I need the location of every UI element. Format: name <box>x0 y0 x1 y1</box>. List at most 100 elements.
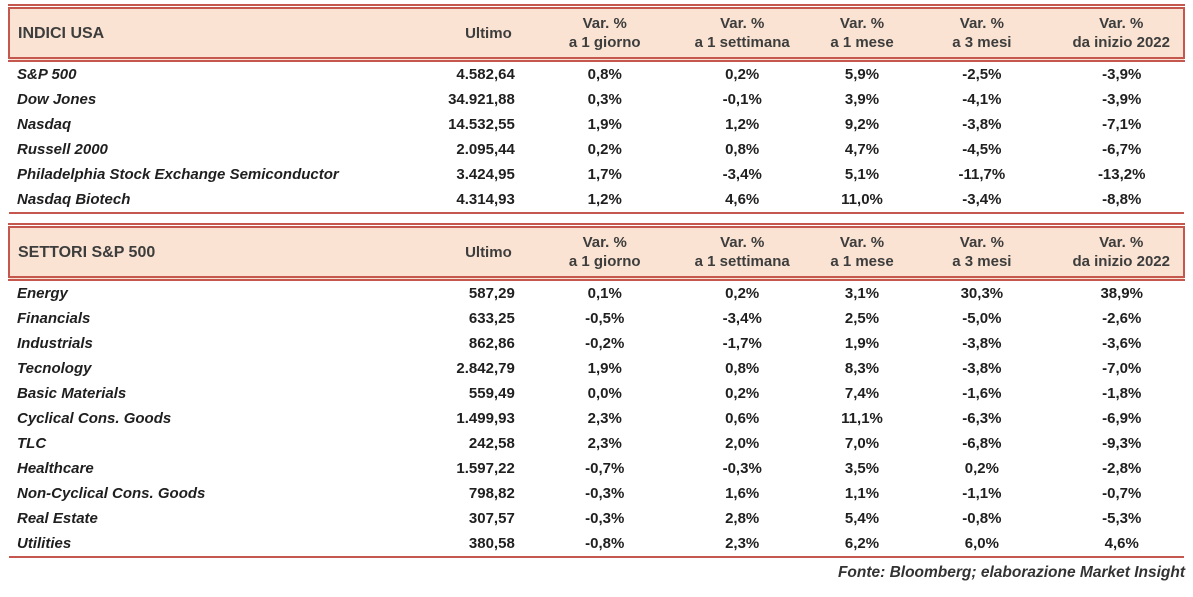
row-label: Non-Cyclical Cons. Goods <box>17 485 206 502</box>
last-value: 862,86 <box>468 335 515 352</box>
pct-value: -0,3% <box>722 460 762 477</box>
row-label: Dow Jones <box>17 91 97 108</box>
pct-value: -0,7% <box>1102 485 1142 502</box>
table-row: Energy 587,29 0,1% 0,2% 3,1% 30,3% 38,9% <box>9 279 1184 307</box>
pct-value: 5,1% <box>844 166 880 183</box>
period-label: a 1 mese <box>830 34 894 51</box>
last-value: 380,58 <box>432 531 545 558</box>
var-label: Var. % <box>1099 15 1144 32</box>
pct-value: 0,8% <box>725 141 760 158</box>
pct-value: 3,1% <box>844 285 880 302</box>
pct-value: -13,2% <box>1097 166 1146 183</box>
pct-value: -1,8% <box>1102 385 1142 402</box>
table-row: S&P 500 4.582,64 0,8% 0,2% 5,9% -2,5% -3,9% <box>9 60 1184 88</box>
col-header-var-inizio-2022: Var. % da inizio 2022 <box>1059 223 1185 281</box>
period-label: a 1 settimana <box>694 253 790 270</box>
pct-value: 0,8% <box>725 360 760 377</box>
pct-value: 7,4% <box>844 385 880 402</box>
pct-value: 9,2% <box>844 116 880 133</box>
pct-value: -0,1% <box>722 91 762 108</box>
table-row: Utilities 380,58 -0,8% 2,3% 6,2% 6,0% 4,6% <box>9 531 1184 558</box>
pct-value: 3,9% <box>844 91 880 108</box>
pct-value: 1,6% <box>725 485 760 502</box>
source-note: Fonte: Bloomberg; elaborazione Market In… <box>837 564 1185 581</box>
pct-value: 11,1% <box>841 410 883 427</box>
table-row: Real Estate 307,57 -0,3% 2,8% 5,4% -0,8% -5,3% <box>9 506 1184 531</box>
last-value: 1.597,22 <box>456 460 515 477</box>
pct-value: 30,3% <box>960 285 1004 302</box>
last-value: 307,57 <box>468 510 515 527</box>
pct-value: 3,5% <box>844 460 880 477</box>
row-label: S&P 500 <box>17 66 77 83</box>
row-label: Philadelphia Stock Exchange Semiconducto… <box>17 166 339 183</box>
var-label: Var. % <box>720 15 765 32</box>
settori-sp500-title: SETTORI S&P 500 <box>8 223 432 281</box>
last-value: 4.314,93 <box>432 187 545 214</box>
table-row: Cyclical Cons. Goods 1.499,93 2,3% 0,6% 11,1… <box>9 406 1184 431</box>
pct-value: -3,4% <box>722 310 762 327</box>
row-label: Financials <box>17 310 91 327</box>
pct-value: -8,8% <box>1059 187 1184 214</box>
table-row: Financials 633,25 -0,5% -3,4% 2,5% -5,0% -2,6% <box>9 306 1184 331</box>
pct-value: -6,9% <box>1102 410 1142 427</box>
period-label: a 1 settimana <box>694 34 790 51</box>
pct-value: 0,6% <box>725 410 760 427</box>
pct-value: 2,3% <box>587 435 622 452</box>
pct-value: 4,6% <box>664 187 820 214</box>
pct-value: -3,8% <box>962 116 1002 133</box>
row-label: Nasdaq Biotech <box>9 187 432 214</box>
pct-value: -3,6% <box>1102 335 1142 352</box>
indici-usa-table: INDICI USA Ultimo Var. % a 1 giorno Var.… <box>8 4 1185 214</box>
settori-sp500-table: SETTORI S&P 500 Ultimo Var. % a 1 giorno… <box>8 223 1185 558</box>
col-header-var-1-giorno: Var. % a 1 giorno <box>544 223 665 281</box>
last-value: 14.532,55 <box>448 116 515 133</box>
col-header-var-3-mesi: Var. % a 3 mesi <box>904 4 1060 62</box>
pct-value: -6,7% <box>1102 141 1142 158</box>
pct-value: 2,5% <box>844 310 880 327</box>
row-label: Real Estate <box>17 510 98 527</box>
pct-value: 6,2% <box>819 531 905 558</box>
col-header-var-1-giorno: Var. % a 1 giorno <box>544 4 665 62</box>
row-label: TLC <box>17 435 47 452</box>
row-label: Healthcare <box>17 460 94 477</box>
pct-value: -3,8% <box>962 360 1002 377</box>
last-value: 633,25 <box>468 310 515 327</box>
var-label: Var. % <box>959 15 1004 32</box>
table-row: Dow Jones 34.921,88 0,3% -0,1% 3,9% -4,1% -3,9… <box>9 87 1184 112</box>
period-label: a 1 giorno <box>568 34 641 51</box>
pct-value: 7,0% <box>844 435 880 452</box>
last-value: 2.842,79 <box>456 360 515 377</box>
period-label: a 1 giorno <box>568 253 641 270</box>
pct-value: 6,0% <box>904 531 1060 558</box>
pct-value: 2,3% <box>587 410 622 427</box>
pct-value: -3,4% <box>722 166 762 183</box>
table-row: Industrials 862,86 -0,2% -1,7% 1,9% -3,8% -3,6… <box>9 331 1184 356</box>
pct-value: -7,0% <box>1102 360 1142 377</box>
row-label: Tecnology <box>17 360 92 377</box>
period-label: a 3 mesi <box>952 253 1012 270</box>
pct-value: -4,5% <box>962 141 1002 158</box>
pct-value: 0,2% <box>587 141 622 158</box>
pct-value: -0,3% <box>585 485 625 502</box>
var-label: Var. % <box>582 15 627 32</box>
pct-value: 8,3% <box>844 360 880 377</box>
col-header-var-1-settimana: Var. % a 1 settimana <box>664 4 820 62</box>
pct-value: -2,5% <box>962 66 1002 83</box>
indici-usa-title: INDICI USA <box>8 4 432 62</box>
settori-sp500-header-row: SETTORI S&P 500 Ultimo Var. % a 1 giorno… <box>8 223 1185 281</box>
col-header-var-1-mese: Var. % a 1 mese <box>819 4 905 62</box>
last-value: 1.499,93 <box>456 410 515 427</box>
pct-value: 5,4% <box>844 510 880 527</box>
row-label: Cyclical Cons. Goods <box>17 410 172 427</box>
table-row: Tecnology 2.842,79 1,9% 0,8% 8,3% -3,8% -7,0% <box>9 356 1184 381</box>
last-value: 4.582,64 <box>456 66 515 83</box>
pct-value: 11,0% <box>819 187 905 214</box>
col-header-ultimo: Ultimo <box>432 223 545 281</box>
pct-value: 0,2% <box>725 385 760 402</box>
pct-value: 1,9% <box>587 360 622 377</box>
pct-value: -0,7% <box>585 460 625 477</box>
report-page: INDICI USA Ultimo Var. % a 1 giorno Var.… <box>8 4 1185 581</box>
last-value: 2.095,44 <box>456 141 515 158</box>
pct-value: 5,9% <box>844 66 880 83</box>
col-header-var-3-mesi: Var. % a 3 mesi <box>904 223 1060 281</box>
